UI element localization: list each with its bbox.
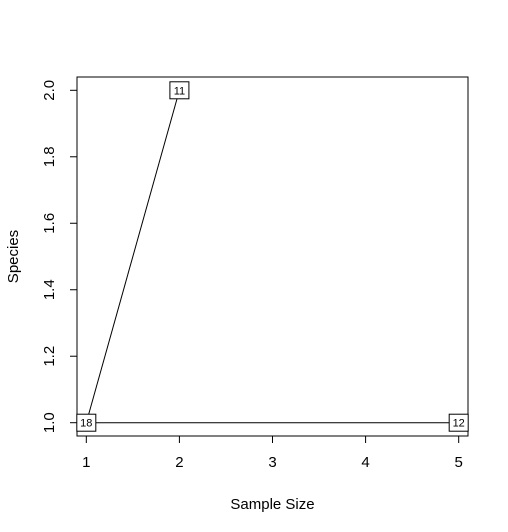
point-label: 12 bbox=[453, 418, 465, 430]
point-label: 18 bbox=[80, 418, 92, 430]
x-tick-label: 1 bbox=[82, 454, 90, 471]
point-label: 11 bbox=[174, 85, 185, 97]
point-marker bbox=[448, 413, 469, 432]
y-tick-label: 1.4 bbox=[41, 279, 58, 300]
plot-frame bbox=[76, 76, 469, 437]
point-marker bbox=[169, 81, 190, 100]
x-tick-label: 4 bbox=[361, 454, 369, 471]
x-tick-label: 2 bbox=[175, 454, 183, 471]
x-tick-label: 3 bbox=[268, 454, 276, 471]
x-axis-label: Sample Size bbox=[230, 496, 314, 513]
y-tick-label: 1.0 bbox=[41, 412, 58, 433]
x-axis: 1 2 3 4 5 bbox=[82, 435, 463, 471]
y-tick-label: 1.6 bbox=[41, 213, 58, 234]
y-tick-label: 2.0 bbox=[41, 80, 58, 101]
y-axis-label: Species bbox=[5, 230, 22, 283]
point-marker bbox=[76, 413, 97, 432]
x-tick-label: 5 bbox=[455, 454, 463, 471]
series-lines bbox=[85, 90, 459, 424]
y-tick-label: 1.2 bbox=[41, 346, 58, 367]
series-line bbox=[85, 90, 180, 423]
point-labels: 18 11 12 bbox=[76, 81, 469, 432]
y-axis: 1.0 1.2 1.4 1.6 1.8 2.0 bbox=[41, 80, 78, 433]
y-tick-label: 1.8 bbox=[41, 146, 58, 167]
